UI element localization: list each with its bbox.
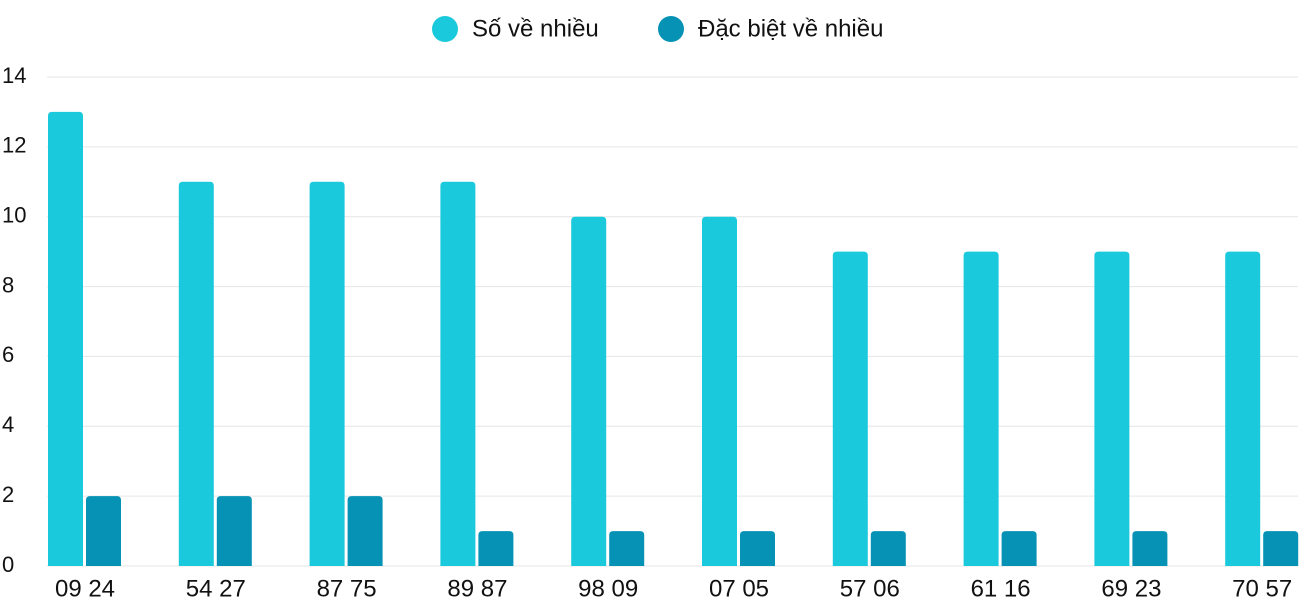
- bar: [870, 531, 906, 566]
- y-tick-label: 10: [2, 203, 26, 228]
- y-tick-label: 12: [2, 133, 26, 158]
- legend-swatch: [658, 16, 684, 42]
- bar: [1001, 531, 1037, 566]
- x-tick-label: 89 87: [447, 575, 507, 600]
- y-tick-label: 0: [2, 552, 14, 577]
- bar: [478, 531, 514, 566]
- x-tick-label: 98 09: [578, 575, 638, 600]
- y-tick-label: 4: [2, 412, 14, 437]
- x-tick-label: 69 23: [1101, 575, 1161, 600]
- x-tick-label: 57 06: [840, 575, 900, 600]
- bar: [609, 531, 645, 566]
- y-tick-label: 8: [2, 272, 14, 297]
- bar: [1263, 531, 1299, 566]
- bar: [1225, 251, 1261, 566]
- bar: [740, 531, 775, 566]
- bar: [571, 216, 607, 566]
- x-tick-label: 07 05: [709, 575, 769, 600]
- y-tick-label: 6: [2, 342, 14, 367]
- bar: [1132, 531, 1168, 566]
- bar: [832, 251, 868, 566]
- bar: [216, 496, 252, 566]
- x-tick-label: 09 24: [55, 575, 115, 600]
- legend-label: Số về nhiều: [472, 15, 599, 42]
- bar: [309, 181, 345, 567]
- bar: [347, 496, 383, 566]
- bar: [1094, 251, 1130, 566]
- y-tick-label: 2: [2, 482, 14, 507]
- bar: [440, 181, 476, 567]
- bar: [702, 216, 737, 566]
- x-tick-label: 70 57: [1232, 575, 1292, 600]
- x-tick-label: 61 16: [971, 575, 1031, 600]
- bar: [48, 111, 83, 566]
- legend-swatch: [432, 16, 458, 42]
- y-tick-label: 14: [2, 63, 26, 88]
- x-tick-label: 54 27: [186, 575, 246, 600]
- bar: [178, 181, 214, 567]
- legend-label: Đặc biệt về nhiều: [698, 15, 883, 42]
- x-tick-label: 87 75: [317, 575, 377, 600]
- bar: [86, 496, 121, 566]
- bar: [963, 251, 999, 566]
